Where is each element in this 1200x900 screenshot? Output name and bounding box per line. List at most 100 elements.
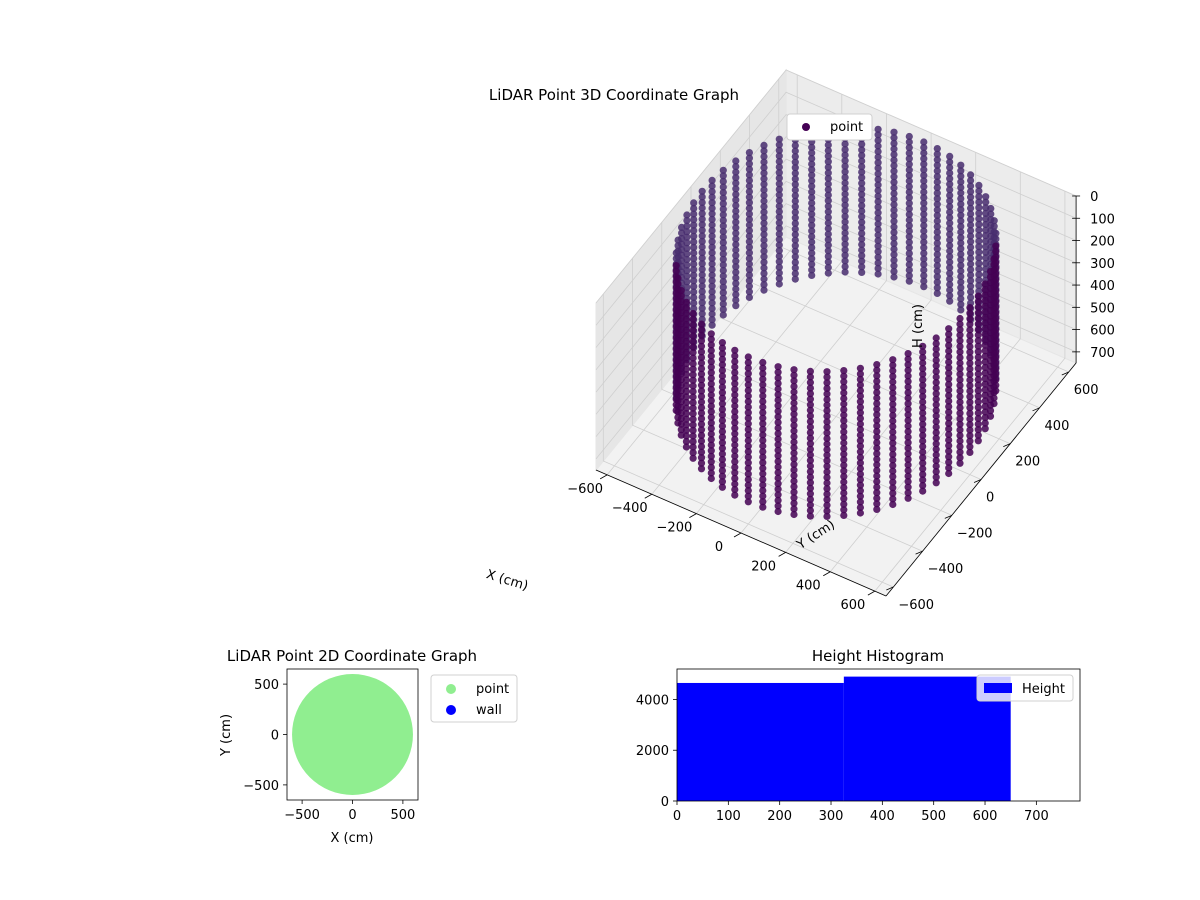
plot-3d-point (708, 271, 716, 279)
plot-3d-point (956, 454, 964, 462)
plot-3d-point (933, 206, 941, 214)
plot-3d-point (957, 267, 965, 275)
plot-3d-point (874, 186, 882, 195)
plot-3d-point (975, 254, 983, 262)
plot-3d-point (933, 284, 941, 292)
plot-3d-point (841, 151, 849, 159)
plot-3d-ytick (973, 479, 982, 483)
plot-3d-point (889, 500, 897, 509)
plot-3d-point (790, 438, 798, 446)
plot-3d-point (957, 289, 965, 297)
plot-3d-point (697, 431, 706, 439)
plot-3d-point (992, 235, 1000, 243)
plot-3d-point (966, 331, 974, 340)
plot-3d-point (719, 177, 727, 185)
plot-3d-point (974, 437, 982, 445)
plot-3d-point (823, 507, 831, 515)
plot-3d-point (775, 280, 783, 288)
plot-3d-point (719, 283, 727, 291)
plot-3d-point (905, 149, 913, 157)
plot-3d-point (698, 288, 706, 296)
plot-3d-point (759, 403, 767, 411)
plot-3d-point (731, 385, 739, 393)
plot-3d-point (745, 204, 754, 212)
plot-3d-point (759, 386, 767, 394)
plot-3d-point (841, 168, 849, 176)
plot-3d-point (957, 228, 965, 236)
plot-3d-point (933, 167, 941, 175)
plot-3d-point (791, 180, 799, 188)
plot-3d-point (719, 278, 727, 286)
plot-3d-point (698, 210, 706, 218)
plot-3d-point (744, 381, 752, 389)
plot-3d-point (920, 221, 928, 230)
plot-3d-point (889, 422, 897, 431)
plot-3d-point (967, 215, 975, 223)
plot-3d-point (981, 358, 989, 366)
plot-3d-ygrid-line (719, 150, 1011, 445)
plot-3d-point (697, 337, 706, 345)
plot-3d-point (682, 387, 691, 395)
plot-3d-point (689, 348, 697, 357)
plot-3d-ztick-label: 500 (1090, 301, 1115, 316)
plot-3d-point (718, 383, 727, 391)
plot-3d-point (933, 211, 941, 219)
plot-3d-point (873, 427, 881, 435)
plot-3d-point (731, 374, 739, 382)
plot-2d-legend: point wall (430, 674, 518, 723)
plot-3d-point (919, 348, 927, 356)
plot-3d-point (824, 202, 832, 210)
plot-3d-point (678, 223, 686, 231)
plot-3d-point (904, 394, 912, 402)
plot-3d-point (905, 199, 913, 207)
plot-3d-point (682, 332, 691, 340)
plot-3d-point (806, 512, 815, 520)
plot-3d-point (956, 387, 964, 395)
plot-3d-point (823, 390, 831, 398)
plot-3d-point (759, 459, 767, 467)
plot-3d-point (697, 326, 706, 334)
plot-3d-point (956, 320, 964, 328)
plot-3d-point (890, 184, 898, 192)
plot-3d-point (791, 192, 799, 200)
plot-3d-point (689, 449, 697, 457)
plot-3d-point (904, 405, 912, 413)
plot-3d-point (840, 367, 848, 375)
plot-3d-point (919, 365, 927, 373)
plot-3d-point (775, 269, 783, 277)
plot-3d-point (858, 185, 866, 193)
plot-3d-point (945, 408, 953, 416)
plot-3d-point (919, 376, 927, 384)
plot-3d-point (981, 291, 989, 299)
plot-3d-ytick-label: 200 (1015, 455, 1040, 470)
plot-3d-point (719, 244, 727, 252)
plot-3d-point (992, 229, 1000, 237)
plot-3d-point (874, 231, 882, 239)
plot-histogram-legend-label: Height (1022, 682, 1065, 697)
plot-3d-point (775, 185, 783, 193)
plot-3d-point (945, 369, 953, 377)
plot-3d-point (856, 503, 865, 512)
plot-3d-panes (595, 68, 1077, 597)
plot-3d-point (719, 222, 727, 230)
plot-3d-point (806, 479, 815, 487)
plot-3d-point (760, 141, 768, 149)
plot-3d-point (824, 219, 832, 227)
plot-3d-point (707, 380, 715, 388)
plot-3d-point (718, 461, 727, 469)
plot-3d-point (904, 489, 912, 497)
plot-3d-point (858, 174, 866, 182)
plot-3d-point (682, 437, 691, 446)
plot-3d-ztick-label: 100 (1090, 212, 1115, 227)
plot-3d-point (745, 293, 754, 301)
plot-3d-point (904, 377, 912, 385)
plot-3d-point (759, 464, 767, 472)
plot-3d-point (698, 243, 706, 251)
plot-3d-point (957, 295, 965, 303)
plot-3d-point (775, 135, 783, 143)
plot-3d-point (956, 314, 964, 323)
plot-3d-point (919, 392, 927, 400)
plot-3d-point (920, 255, 928, 263)
plot-3d-point (841, 201, 849, 209)
plot-3d-point (697, 381, 706, 389)
